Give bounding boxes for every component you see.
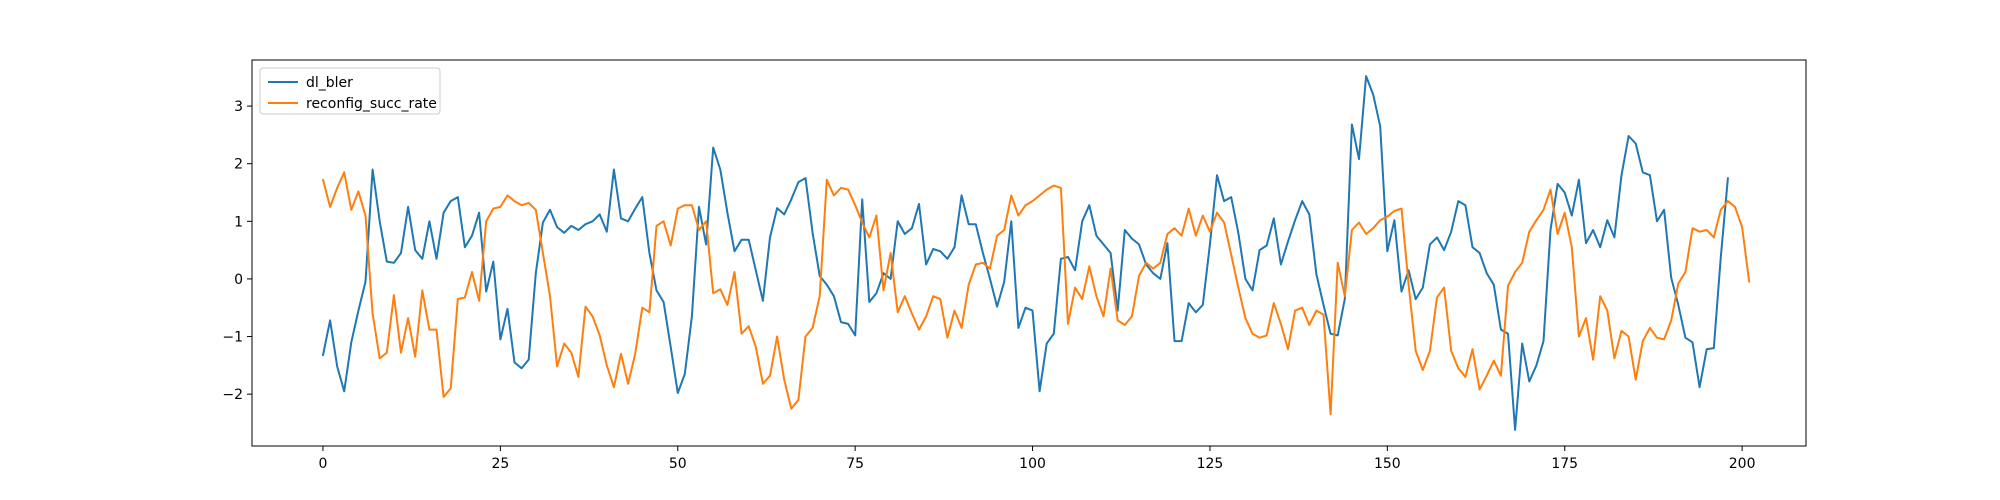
x-tick-label: 200 [1729, 456, 1756, 472]
y-axis: −2 −1 0 1 2 3 [222, 99, 252, 403]
legend-label: dl_bler [306, 75, 353, 91]
x-tick-label: 125 [1197, 456, 1224, 472]
y-tick-label: 0 [234, 272, 243, 288]
y-tick-label: 1 [234, 214, 243, 230]
y-tick-label: −2 [222, 387, 243, 403]
x-tick-label: 25 [491, 456, 509, 472]
x-tick-label: 0 [318, 456, 327, 472]
legend-box [259, 67, 441, 115]
legend-label: reconfig_succ_rate [306, 96, 437, 112]
legend: dl_bler reconfig_succ_rate [259, 67, 441, 115]
y-tick-label: 3 [234, 99, 243, 115]
x-axis: 0 25 50 75 100 125 150 175 200 [318, 446, 1756, 472]
x-tick-label: 50 [669, 456, 687, 472]
y-tick-label: −1 [222, 330, 243, 346]
y-tick-label: 2 [234, 157, 243, 173]
x-tick-label: 150 [1374, 456, 1401, 472]
x-tick-label: 75 [846, 456, 864, 472]
series-layer [322, 75, 1751, 431]
series-line-dl-bler [322, 75, 1729, 431]
plot-frame [251, 59, 1807, 447]
x-tick-label: 100 [1019, 456, 1046, 472]
x-tick-label: 175 [1551, 456, 1578, 472]
series-line-reconfig-succ-rate [322, 171, 1751, 416]
